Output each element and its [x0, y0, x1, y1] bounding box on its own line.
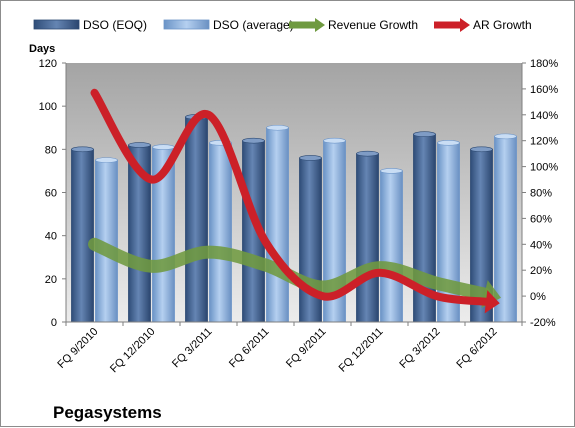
x-tick-label: FQ 6/2011	[227, 326, 272, 371]
y2-tick-label: 60%	[530, 213, 552, 225]
y2-tick-label: 180%	[530, 58, 558, 70]
x-tick-label: FQ 9/2010	[55, 326, 100, 371]
y2-tick-label: -20%	[530, 317, 556, 329]
legend-item-ar-growth: AR Growth	[434, 18, 532, 32]
y-tick-label: 0	[51, 317, 57, 329]
x-tick-label: FQ 12/2010	[108, 326, 158, 376]
bar-top-dso-eoq-3	[242, 137, 265, 144]
bar-top-dso-average-6	[437, 140, 460, 146]
bar-top-dso-average-0	[95, 157, 118, 163]
legend-label-dso-eoq: DSO (EOQ)	[83, 18, 147, 32]
x-tick-label: FQ 12/2011	[337, 326, 386, 375]
legend-item-dso-average: DSO (average)	[163, 18, 294, 32]
bar-top-dso-average-1	[152, 144, 175, 150]
y-tick-label: 40	[45, 231, 57, 243]
y-tick-label: 80	[45, 144, 57, 156]
bar-dso-eoq-2	[185, 116, 208, 323]
bar-top-dso-eoq-1	[128, 142, 151, 148]
x-tick-label: FQ 6/2012	[454, 326, 499, 371]
line-ar-growth	[90, 88, 490, 306]
y2-tick-label: 40%	[530, 239, 552, 251]
y2-tick-label: 120%	[530, 136, 558, 148]
y-tick-label: 20	[45, 274, 57, 286]
x-tick-label: FQ 9/2011	[284, 326, 329, 371]
legend-swatch-dso-average	[163, 19, 210, 30]
bar-top-dso-eoq-4	[299, 155, 322, 161]
legend-arrow-ar-growth	[434, 18, 470, 32]
x-tick-label: FQ 3/2012	[397, 326, 442, 371]
bar-dso-eoq-0	[71, 148, 94, 323]
y2-tick-label: 20%	[530, 265, 552, 277]
y-tick-label: 100	[39, 101, 57, 113]
y2-tick-label: 80%	[530, 188, 552, 200]
legend-label-revenue-growth: Revenue Growth	[328, 18, 418, 32]
y-tick-label: 60	[45, 188, 57, 200]
bar-dso-average-3	[266, 127, 289, 323]
bar-top-dso-average-4	[323, 137, 346, 144]
legend-item-revenue-growth: Revenue Growth	[289, 18, 418, 32]
bar-top-dso-average-3	[266, 124, 289, 131]
y-tick-label: 120	[39, 58, 57, 70]
lines-layer	[88, 88, 502, 314]
bar-top-dso-average-5	[380, 168, 403, 174]
legend-swatch-dso-eoq	[33, 19, 80, 30]
bar-dso-average-2	[209, 142, 232, 323]
y2-tick-label: 0%	[530, 291, 546, 303]
x-tick-label: FQ 3/2011	[170, 326, 215, 371]
bar-top-dso-eoq-6	[413, 131, 436, 138]
y-axis-title: Days	[29, 43, 55, 55]
y2-tick-label: 140%	[530, 110, 558, 122]
legend-label-dso-average: DSO (average)	[213, 18, 294, 32]
bar-dso-eoq-5	[356, 153, 379, 323]
y2-tick-label: 160%	[530, 84, 558, 96]
y2-tick-label: 100%	[530, 162, 558, 174]
legend: DSO (EOQ) DSO (average) Revenue Growth A…	[33, 18, 532, 32]
legend-arrow-revenue-growth	[289, 18, 325, 32]
legend-label-ar-growth: AR Growth	[473, 18, 532, 32]
bar-top-dso-average-7	[494, 133, 517, 140]
chart-title: Pegasystems	[53, 403, 162, 422]
bar-top-dso-eoq-5	[356, 150, 379, 157]
bar-dso-average-5	[380, 170, 403, 323]
bar-top-dso-eoq-7	[470, 146, 493, 153]
arrowhead-ar-growth	[484, 290, 500, 314]
bar-top-dso-eoq-0	[71, 146, 94, 153]
legend-item-dso-eoq: DSO (EOQ)	[33, 18, 147, 32]
